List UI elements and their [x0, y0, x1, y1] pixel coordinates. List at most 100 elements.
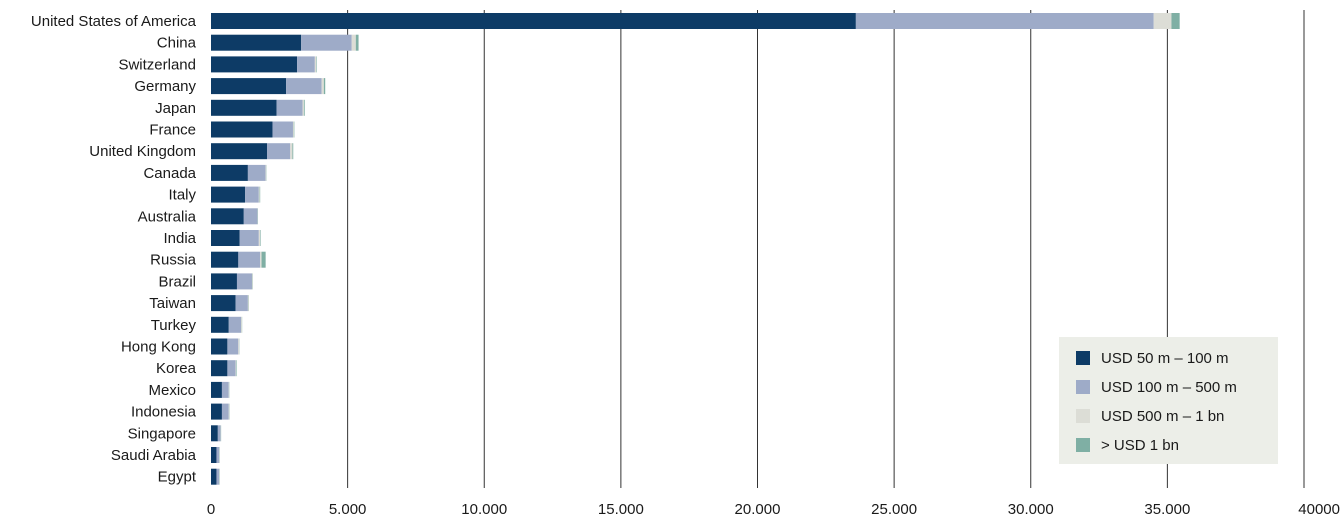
bar-segment	[236, 360, 237, 377]
x-axis-tick-labels: 0 5.000 10.000 15.000 20.000 25.000 30.000 35.0…	[207, 501, 1340, 518]
bar-segment	[211, 13, 856, 29]
category-label: Korea	[156, 360, 197, 377]
bar-segment	[211, 99, 277, 116]
category-label: India	[163, 230, 196, 247]
bar-segment	[321, 78, 324, 95]
bar-segment	[211, 468, 217, 485]
bar-segment	[211, 121, 273, 138]
bar-segment	[235, 360, 237, 377]
legend-label: USD 50 m – 100 m	[1101, 350, 1229, 367]
category-label: Japan	[155, 100, 196, 117]
bar-segment	[258, 230, 261, 246]
category-label: Switzerland	[118, 56, 196, 73]
bar-segment	[211, 360, 228, 377]
bar-segment	[227, 338, 239, 355]
x-tick-label: 0	[207, 501, 215, 518]
bar-segment	[228, 316, 242, 333]
bar-segment	[235, 295, 248, 312]
category-label: Germany	[134, 78, 196, 95]
category-label: Russia	[150, 252, 197, 269]
bar-segment	[221, 403, 229, 420]
bar-segment	[238, 251, 261, 268]
category-label: China	[157, 35, 197, 52]
bar-segment	[1153, 13, 1172, 29]
category-label: Canada	[143, 165, 196, 182]
bar-segment	[211, 186, 246, 203]
category-label: Egypt	[158, 469, 197, 486]
category-label: Turkey	[151, 317, 197, 334]
bar-segment	[316, 56, 317, 73]
bar-segment	[265, 164, 267, 181]
bar-segment	[211, 56, 298, 73]
legend-background	[1059, 337, 1278, 464]
bar-segment	[245, 186, 259, 203]
bar-segment	[221, 381, 229, 398]
bar-segment	[241, 316, 242, 333]
bar-segment	[276, 99, 303, 116]
category-label: France	[149, 122, 196, 139]
bar-segment	[211, 230, 240, 246]
category-label: Singapore	[128, 425, 196, 442]
bar-segment	[292, 143, 294, 160]
legend-swatch	[1076, 438, 1090, 452]
bar-segment	[236, 273, 252, 290]
bar-segment	[303, 99, 305, 116]
bar-segment	[211, 425, 218, 442]
category-label: Australia	[138, 208, 197, 225]
bar-segment	[211, 381, 222, 398]
gridlines	[347, 10, 1305, 488]
category-label: Italy	[168, 187, 196, 204]
x-tick-label: 25.000	[871, 501, 917, 518]
bar-segment	[211, 295, 236, 312]
category-label: Saudi Arabia	[111, 447, 197, 464]
category-labels: United States of America China Switzerland…	[31, 13, 197, 486]
bar-segment	[855, 13, 1154, 29]
x-tick-label: 30.000	[1008, 501, 1054, 518]
bar-segment	[211, 34, 302, 51]
bar-segment	[211, 338, 228, 355]
bar-segment	[228, 403, 230, 420]
bar-segment	[260, 230, 261, 246]
bar-segment	[211, 164, 248, 181]
bar-segment	[259, 186, 261, 203]
bar-segment	[239, 230, 259, 246]
category-label: Mexico	[148, 382, 196, 399]
legend-swatch	[1076, 380, 1090, 394]
bar-segment	[227, 360, 236, 377]
x-tick-label: 40000	[1298, 501, 1340, 518]
bar-segment	[301, 34, 352, 51]
legend-label: USD 100 m – 500 m	[1101, 379, 1237, 396]
bar-segment	[272, 121, 293, 138]
bar-segment	[211, 208, 244, 225]
legend: USD 50 m – 100 m USD 100 m – 500 m USD 500…	[1059, 337, 1278, 464]
bar-segment	[251, 273, 253, 290]
bar-segment	[302, 99, 304, 116]
bar-segment	[261, 251, 266, 268]
category-label: Brazil	[158, 273, 196, 290]
bar-segment	[211, 403, 222, 420]
category-label: Indonesia	[131, 404, 197, 421]
bar-segment	[247, 295, 249, 312]
bar-segment	[211, 447, 217, 463]
bar-segment	[286, 78, 322, 95]
bar-segment	[216, 447, 220, 463]
bar-segment	[293, 121, 295, 138]
bar-segment	[260, 251, 262, 268]
bar-segment	[323, 78, 326, 95]
bar-segment	[217, 425, 221, 442]
legend-label: > USD 1 bn	[1101, 437, 1179, 454]
bar-segment	[290, 143, 293, 160]
bar-segment	[351, 34, 356, 51]
legend-swatch	[1076, 409, 1090, 423]
x-tick-label: 15.000	[598, 501, 644, 518]
bar-segment	[292, 121, 294, 138]
bar-segment	[211, 78, 287, 95]
category-label: Taiwan	[149, 295, 196, 312]
bar-segment	[297, 56, 315, 73]
bars	[211, 13, 1180, 485]
x-tick-label: 5.000	[329, 501, 367, 518]
bar-segment	[247, 164, 266, 181]
bar-segment	[216, 468, 220, 485]
bar-segment	[314, 56, 317, 73]
